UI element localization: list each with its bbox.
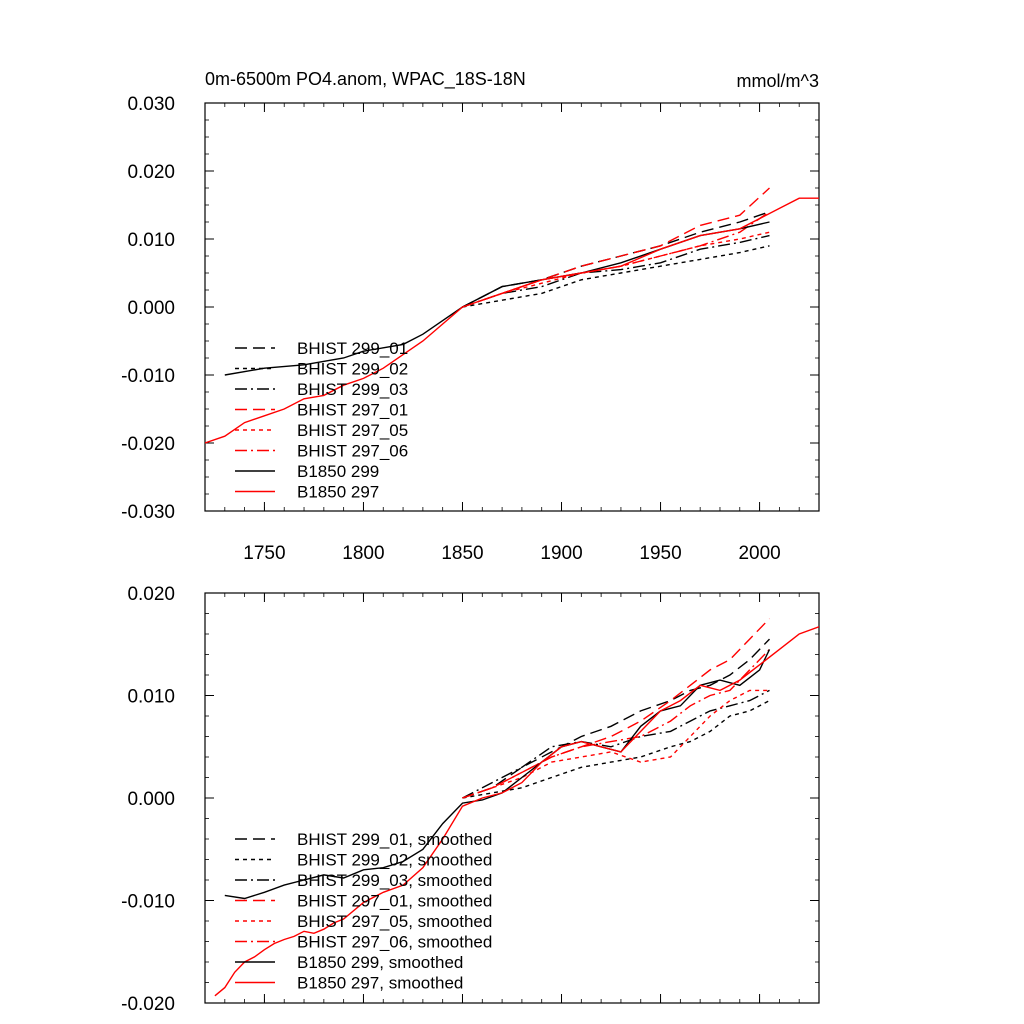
series-line-5 [462,648,771,799]
y-tick-label: 0.010 [127,230,175,251]
bottom-legend: BHIST 299_01, smoothed BHIST 299_02, smoo… [235,830,492,993]
y-tick-label: 0.020 [127,162,175,183]
y-tick-label: 0.010 [127,687,175,708]
top-chart-units: mmol/m^3 [737,71,819,91]
legend-label: B1850 299, smoothed [297,953,463,972]
y-tick-label: 0.000 [127,789,175,810]
series-line-3 [462,618,771,799]
top-series-group [205,187,819,444]
legend-label: BHIST 297_01 [297,401,408,420]
legend-label: B1850 297, smoothed [297,974,463,993]
x-tick-label: 2000 [738,543,780,564]
y-tick-label: -0.020 [121,434,175,455]
top-axis-ticks: -0.030 -0.020 -0.010 0.000 0.010 0.020 0.030 17… [121,94,820,564]
legend-label: BHIST 299_03 [297,380,408,399]
legend-label: BHIST 299_01 [297,339,408,358]
top-panel: 0m-6500m PO4.anom, WPAC_18S-18N mmol/m^3… [121,69,820,564]
legend-label: BHIST 299_01, smoothed [297,830,492,849]
y-tick-label: -0.010 [121,366,175,387]
legend-label: BHIST 299_02 [297,360,408,379]
y-tick-label: -0.020 [121,994,175,1015]
legend-label: BHIST 297_06, smoothed [297,933,492,952]
legend-label: BHIST 297_05 [297,421,408,440]
series-line-3 [462,187,770,308]
series-line-0 [462,638,771,799]
y-tick-label: 0.000 [127,298,175,319]
top-chart-title: 0m-6500m PO4.anom, WPAC_18S-18N [205,69,526,90]
series-line-1 [462,699,770,799]
legend-label: B1850 299 [297,462,379,481]
series-line-2 [462,689,770,799]
legend-label: BHIST 297_06 [297,442,408,461]
y-tick-label: 0.030 [127,94,175,115]
x-tick-label: 1950 [639,543,681,564]
legend-label: BHIST 299_02, smoothed [297,851,492,870]
y-tick-label: -0.030 [121,502,175,523]
x-tick-label: 1850 [441,543,483,564]
bottom-axis-ticks: -0.020 -0.010 0.000 0.010 0.020 [121,584,820,1015]
bottom-panel: -0.020 -0.010 0.000 0.010 0.020 BHIST 299_01… [121,584,820,1015]
y-tick-label: 0.020 [127,584,175,605]
series-line-1 [462,245,770,308]
legend-label: BHIST 297_05, smoothed [297,912,492,931]
series-line-7 [214,626,819,997]
x-tick-label: 1800 [342,543,384,564]
legend-label: BHIST 299_03, smoothed [297,871,492,890]
bottom-series-group [214,618,819,997]
series-line-2 [462,234,770,308]
y-tick-label: -0.010 [121,892,175,913]
series-line-4 [462,689,770,799]
legend-label: BHIST 297_01, smoothed [297,892,492,911]
legend-label: B1850 297 [297,483,379,502]
series-line-7 [205,197,819,444]
x-tick-label: 1750 [243,543,285,564]
x-tick-label: 1900 [540,543,582,564]
